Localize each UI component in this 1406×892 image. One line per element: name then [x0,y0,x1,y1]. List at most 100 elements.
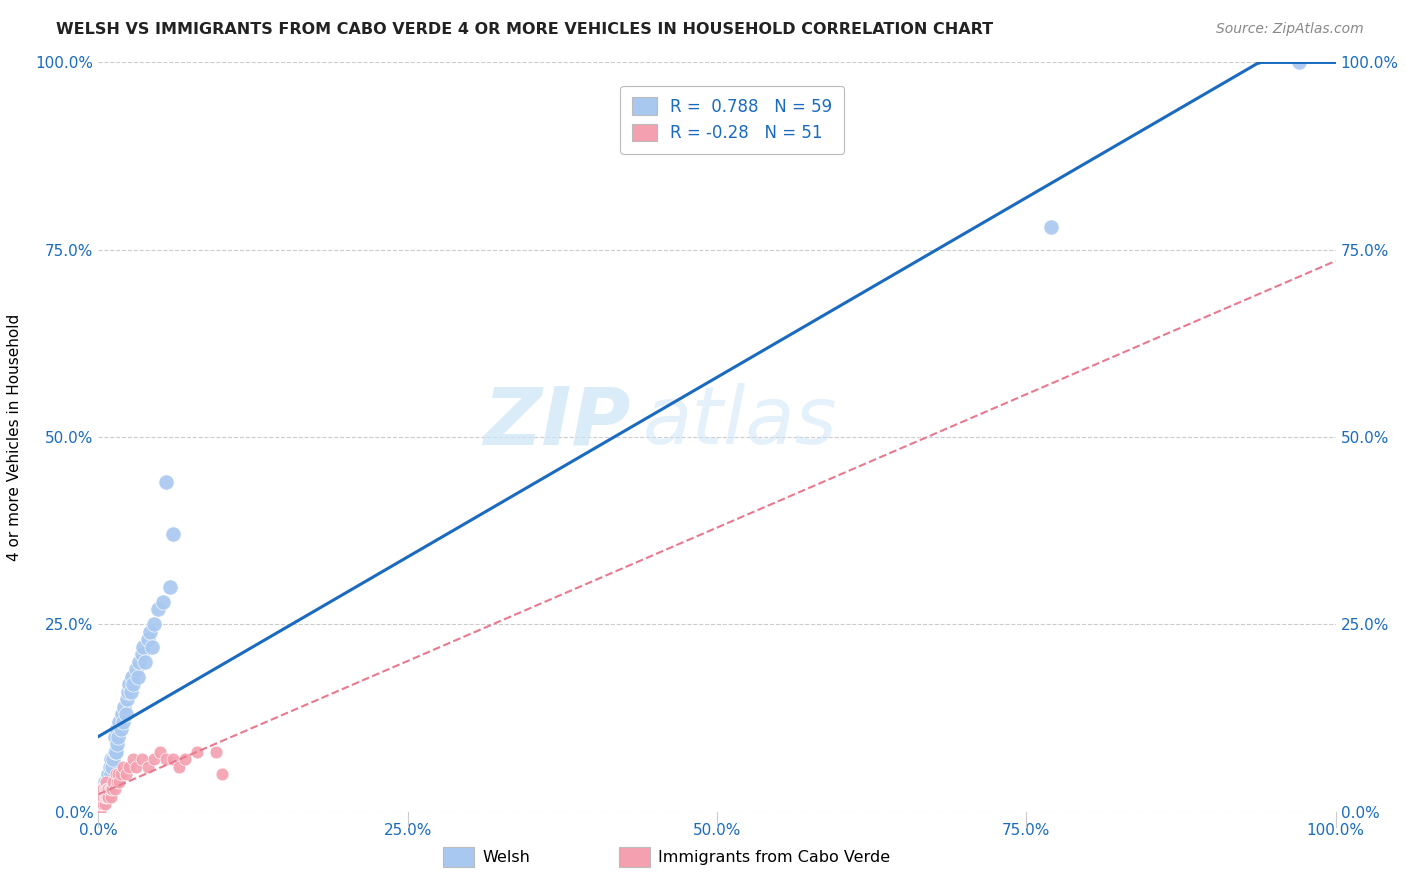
Point [205,745,228,759]
Point [136,632,159,647]
Point [149,745,172,759]
Point [118,677,141,691]
Point [98,782,121,797]
Point [89,797,111,812]
Point [90,782,112,797]
Point [93,774,115,789]
Point [104,745,127,759]
Point [1040,220,1063,235]
Point [162,527,184,541]
Point [90,782,112,797]
Point [141,640,163,654]
Point [90,789,112,804]
Point [115,692,138,706]
Point [98,774,121,789]
Legend: R =  0.788   N = 59, R = -0.28   N = 51: R = 0.788 N = 59, R = -0.28 N = 51 [620,86,844,153]
Point [91,797,114,812]
Point [155,752,177,766]
Point [100,767,122,781]
Text: Welsh: Welsh [482,850,530,864]
Point [94,774,117,789]
Point [110,767,132,781]
Point [118,760,141,774]
Point [91,797,114,812]
Point [162,752,184,766]
Point [97,789,120,804]
Point [90,797,112,812]
Point [155,475,177,489]
Point [90,789,112,804]
Point [93,789,115,804]
Point [152,595,174,609]
Point [94,782,117,797]
Point [93,789,115,804]
Point [127,670,149,684]
Point [124,662,146,676]
Point [93,782,115,797]
Point [89,805,111,819]
Text: Immigrants from Cabo Verde: Immigrants from Cabo Verde [658,850,890,864]
Point [87,797,110,812]
Point [103,745,125,759]
Point [93,797,115,812]
Point [107,767,129,781]
Point [97,767,120,781]
Point [96,782,118,797]
Point [93,797,115,812]
Point [122,752,145,766]
Point [100,789,122,804]
FancyBboxPatch shape [619,847,650,867]
Point [159,580,181,594]
Point [98,760,121,774]
Point [122,677,145,691]
Point [93,797,115,812]
Point [136,760,159,774]
Point [143,617,166,632]
Point [105,774,128,789]
Point [93,789,115,804]
Point [105,723,128,737]
Point [105,737,128,751]
Point [101,782,124,797]
Y-axis label: 4 or more Vehicles in Household: 4 or more Vehicles in Household [7,313,21,561]
Point [93,782,115,797]
Point [111,707,134,722]
Point [131,648,153,662]
Point [100,752,122,766]
Point [103,774,125,789]
Point [112,760,135,774]
Point [108,774,131,789]
Text: WELSH VS IMMIGRANTS FROM CABO VERDE 4 OR MORE VEHICLES IN HOUSEHOLD CORRELATION : WELSH VS IMMIGRANTS FROM CABO VERDE 4 OR… [56,22,994,37]
Point [110,723,132,737]
Point [101,760,124,774]
Point [104,767,127,781]
Point [134,655,156,669]
Point [103,730,125,744]
Point [89,789,111,804]
Point [91,789,114,804]
Point [91,782,114,797]
Point [186,745,208,759]
Point [1288,55,1310,70]
Point [89,797,111,812]
Point [94,789,117,804]
Point [114,707,136,722]
Point [167,760,190,774]
Point [132,640,155,654]
Text: Source: ZipAtlas.com: Source: ZipAtlas.com [1216,22,1364,37]
Point [94,782,117,797]
Point [112,699,135,714]
Point [93,782,115,797]
Point [131,752,153,766]
FancyBboxPatch shape [443,847,474,867]
Point [103,782,125,797]
Point [117,685,139,699]
Point [120,685,142,699]
Text: ZIP: ZIP [484,383,630,461]
Point [87,805,110,819]
Text: atlas: atlas [643,383,838,461]
Point [174,752,197,766]
Point [107,730,129,744]
Point [96,774,118,789]
Point [146,602,169,616]
